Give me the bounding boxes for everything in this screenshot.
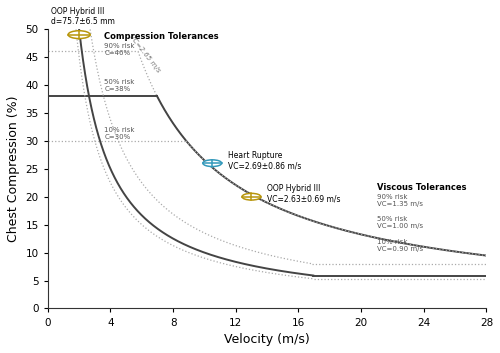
Y-axis label: Chest Compression (%): Chest Compression (%) bbox=[7, 96, 20, 242]
Text: 50% risk
VC=1.00 m/s: 50% risk VC=1.00 m/s bbox=[377, 216, 423, 229]
Text: 10% risk
C=30%: 10% risk C=30% bbox=[104, 127, 134, 140]
Text: VC=2.65 m/s: VC=2.65 m/s bbox=[128, 33, 162, 73]
Text: Viscous Tolerances: Viscous Tolerances bbox=[377, 183, 466, 192]
Circle shape bbox=[242, 193, 261, 200]
Text: 50% risk
C=38%: 50% risk C=38% bbox=[104, 79, 134, 92]
Text: 10% risk
VC=0.90 m/s: 10% risk VC=0.90 m/s bbox=[377, 239, 423, 252]
Circle shape bbox=[68, 31, 90, 38]
Text: Compression Tolerances: Compression Tolerances bbox=[104, 32, 219, 41]
Text: OOP Hybrid III
VC=2.63±0.69 m/s: OOP Hybrid III VC=2.63±0.69 m/s bbox=[267, 184, 340, 204]
Text: 90% risk
C=46%: 90% risk C=46% bbox=[104, 43, 134, 56]
Text: Heart Rupture
VC=2.69±0.86 m/s: Heart Rupture VC=2.69±0.86 m/s bbox=[228, 151, 302, 170]
Circle shape bbox=[203, 160, 222, 167]
Text: OOP Hybrid III
d=75.7±6.5 mm: OOP Hybrid III d=75.7±6.5 mm bbox=[51, 7, 115, 26]
Text: 90% risk
VC=1.35 m/s: 90% risk VC=1.35 m/s bbox=[377, 194, 423, 207]
X-axis label: Velocity (m/s): Velocity (m/s) bbox=[224, 333, 310, 346]
